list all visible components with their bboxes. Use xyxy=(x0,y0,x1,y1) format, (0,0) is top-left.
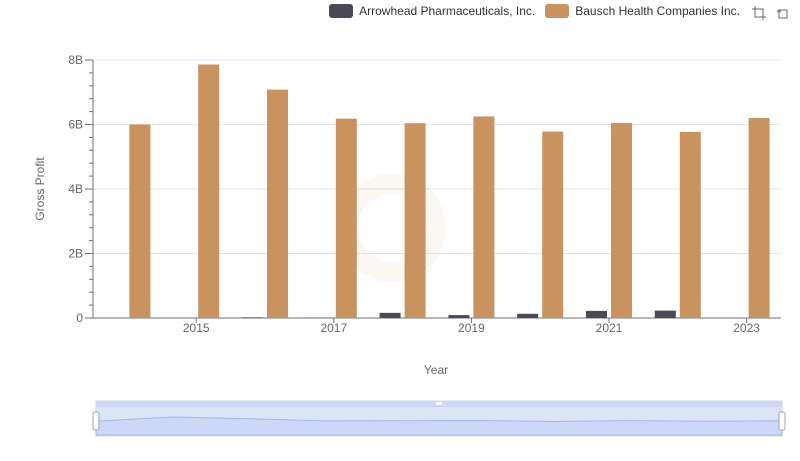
y-axis-title: Gross Profit xyxy=(33,157,47,221)
legend-swatch-bausch xyxy=(545,4,570,18)
y-tick-label: 6B xyxy=(68,118,83,132)
legend-item-bausch[interactable]: Bausch Health Companies Inc. xyxy=(545,4,740,18)
bar-bausch[interactable] xyxy=(748,118,770,318)
bar-bausch[interactable] xyxy=(267,89,288,318)
bar-arrowhead[interactable] xyxy=(654,310,676,318)
bar-arrowhead[interactable] xyxy=(586,310,607,318)
bar-bausch[interactable] xyxy=(198,64,220,318)
data-zoom-slider[interactable] xyxy=(92,400,786,437)
legend-label-bausch: Bausch Health Companies Inc. xyxy=(575,4,740,18)
bar-bausch[interactable] xyxy=(679,131,701,318)
grid-lines xyxy=(93,59,781,319)
x-tick-label: 2015 xyxy=(183,321,210,335)
bar-arrowhead[interactable] xyxy=(379,312,401,318)
bars xyxy=(129,64,770,319)
bar-bausch[interactable] xyxy=(129,124,151,319)
y-tick-label: 8B xyxy=(68,53,83,67)
slider-handle-left[interactable] xyxy=(92,411,100,431)
y-tick-label: 4B xyxy=(68,182,83,196)
x-axis-title: Year xyxy=(424,363,448,377)
x-tick-label: 2017 xyxy=(320,321,347,335)
bar-arrowhead[interactable] xyxy=(517,313,539,318)
bar-bausch[interactable] xyxy=(335,118,357,318)
bar-bausch[interactable] xyxy=(473,116,495,318)
restore-icon[interactable] xyxy=(776,6,790,20)
x-axis: 2015 2017 2019 2021 2023 xyxy=(183,318,760,335)
slider-move-grip[interactable] xyxy=(436,402,442,405)
bar-bausch[interactable] xyxy=(404,123,426,319)
y-tick-label: 0 xyxy=(76,311,83,325)
y-tick-label: 2B xyxy=(68,247,83,261)
slider-handle-right[interactable] xyxy=(778,411,786,431)
bar-bausch[interactable] xyxy=(611,122,632,318)
legend-item-arrowhead[interactable]: Arrowhead Pharmaceuticals, Inc. xyxy=(329,4,535,18)
slider-preview-area xyxy=(95,416,783,436)
x-tick-label: 2019 xyxy=(458,321,485,335)
bar-arrowhead[interactable] xyxy=(242,317,263,318)
y-axis: 0 2B 4B 6B 8B xyxy=(68,53,94,325)
bar-arrowhead[interactable] xyxy=(448,315,470,318)
x-tick-label: 2021 xyxy=(596,321,623,335)
legend: Arrowhead Pharmaceuticals, Inc. Bausch H… xyxy=(329,4,740,18)
x-tick-label: 2023 xyxy=(733,321,760,335)
bar-bausch[interactable] xyxy=(542,131,564,318)
toolbox xyxy=(752,6,790,20)
legend-label-arrowhead: Arrowhead Pharmaceuticals, Inc. xyxy=(359,4,536,18)
legend-swatch-arrowhead xyxy=(329,4,354,18)
zoom-icon[interactable] xyxy=(752,6,766,20)
